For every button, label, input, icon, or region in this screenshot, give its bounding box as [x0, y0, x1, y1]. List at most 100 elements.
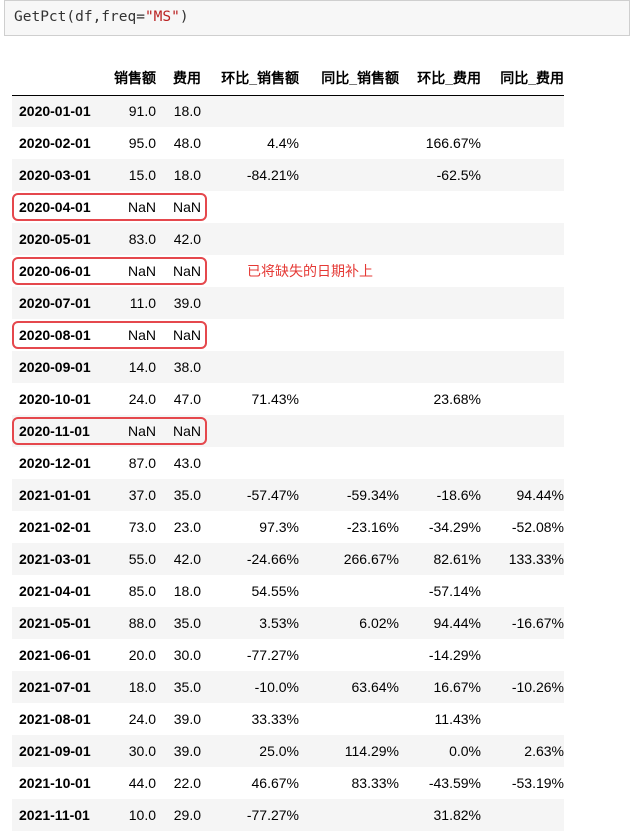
table-cell: 39.0	[173, 711, 201, 727]
table-cell	[299, 639, 399, 671]
column-header: 环比_费用	[399, 61, 481, 96]
table-cell: 63.64%	[351, 679, 399, 695]
table-cell	[299, 319, 399, 351]
table-cell	[299, 287, 399, 319]
table-cell: 29.0	[173, 807, 201, 823]
row-index: 2020-04-01	[19, 199, 91, 215]
table-row: 2021-01-01 37.0 35.0 -57.47% -59.34% -18.6% 94…	[12, 479, 564, 511]
table-row: 2021-07-01 18.0 35.0 -10.0% 63.64% 16.67% -10.…	[12, 671, 564, 703]
table-cell: 35.0	[173, 487, 201, 503]
table-row: 2020-02-01 95.0 48.0 4.4% 166.67%	[12, 127, 564, 159]
table-cell: 31.82%	[433, 807, 481, 823]
row-index: 2021-11-01	[19, 807, 90, 823]
column-header: 环比_销售额	[201, 61, 299, 96]
table-row: 2020-12-01 87.0 43.0	[12, 447, 564, 479]
table-cell: -18.6%	[436, 487, 481, 503]
table-cell	[299, 95, 399, 127]
table-row: 2021-11-01 10.0 29.0 -77.27% 31.82%	[12, 799, 564, 831]
table-cell: 88.0	[128, 615, 156, 631]
table-cell	[481, 159, 564, 191]
table-cell	[481, 351, 564, 383]
table-cell: 55.0	[128, 551, 156, 567]
table-cell: 18.0	[173, 167, 201, 183]
row-index: 2020-05-01	[19, 231, 91, 247]
table-cell: 11.43%	[434, 711, 481, 727]
table-cell: 114.29%	[344, 743, 399, 759]
table-cell: 6.02%	[359, 615, 399, 631]
table-row: 2020-05-01 83.0 42.0	[12, 223, 564, 255]
row-index: 2020-06-01	[19, 263, 91, 279]
table-cell: 2.63%	[524, 743, 564, 759]
table-cell: 91.0	[128, 103, 156, 120]
table-cell: 18.0	[128, 679, 156, 695]
table-row: 2021-08-01 24.0 39.0 33.33% 11.43%	[12, 703, 564, 735]
table-cell: 30.0	[173, 647, 201, 663]
table-cell	[299, 159, 399, 191]
table-cell: 35.0	[173, 615, 201, 631]
table-cell: 35.0	[173, 679, 201, 695]
table-cell	[399, 223, 481, 255]
table-cell: NaN	[127, 327, 156, 343]
table-cell: 0.0%	[449, 743, 481, 759]
table-cell: 266.67%	[343, 551, 399, 567]
table-cell	[481, 319, 564, 351]
table-cell: -23.16%	[346, 519, 399, 535]
table-cell: -52.08%	[511, 519, 564, 535]
table-cell: -16.67%	[511, 615, 564, 631]
table-row: 2021-10-01 44.0 22.0 46.67% 83.33% -43.59% -53…	[12, 767, 564, 799]
table-row: 2021-05-01 88.0 35.0 3.53% 6.02% 94.44% -16.67…	[12, 607, 564, 639]
table-cell	[299, 799, 399, 831]
table-cell: -10.26%	[511, 679, 564, 695]
row-index: 2020-07-01	[19, 295, 91, 311]
table-cell: 85.0	[128, 583, 156, 599]
table-cell: 22.0	[173, 775, 201, 791]
row-index: 2020-11-01	[19, 423, 90, 439]
table-cell	[399, 191, 481, 223]
table-cell	[481, 383, 564, 415]
table-cell: 3.53%	[259, 615, 299, 631]
table-cell: -24.66%	[246, 551, 299, 567]
table-cell	[201, 319, 299, 351]
table-cell: -57.47%	[246, 487, 299, 503]
table-cell	[481, 447, 564, 479]
index-header	[12, 61, 107, 96]
row-index: 2020-09-01	[19, 359, 91, 375]
table-cell	[481, 639, 564, 671]
table-cell	[201, 223, 299, 255]
row-index: 2021-09-01	[19, 743, 91, 759]
header-row: 销售额 费用 环比_销售额 同比_销售额 环比_费用 同比_费用	[12, 61, 564, 96]
table-cell: 83.33%	[351, 775, 399, 791]
table-cell: -10.0%	[254, 679, 299, 695]
table-cell: 46.67%	[251, 775, 299, 791]
table-cell: 14.0	[128, 359, 156, 375]
row-index: 2021-01-01	[19, 487, 91, 503]
code-string-literal: "MS"	[144, 9, 180, 25]
code-cell[interactable]: GetPct(df,freq="MS")	[4, 0, 630, 36]
table-row: 2020-01-01 91.0 18.0	[12, 95, 564, 127]
table-cell: -62.5%	[436, 167, 481, 183]
table-cell: 47.0	[173, 391, 201, 407]
table-row: 2021-06-01 20.0 30.0 -77.27% -14.29%	[12, 639, 564, 671]
table-cell	[481, 415, 564, 447]
table-cell: -77.27%	[246, 647, 299, 663]
table-cell: -77.27%	[246, 807, 299, 823]
row-index: 2020-12-01	[19, 455, 91, 471]
table-cell: 4.4%	[267, 135, 299, 151]
table-cell: 42.0	[173, 231, 201, 247]
table-cell: 37.0	[128, 487, 156, 503]
table-cell	[481, 95, 564, 127]
row-index: 2020-10-01	[19, 391, 91, 407]
table-cell	[299, 127, 399, 159]
table-cell: 38.0	[173, 359, 201, 375]
table-body: 2020-01-01 91.0 18.0 2020-02-01 95.0 48.0 4.4%…	[12, 95, 564, 831]
row-index: 2021-05-01	[19, 615, 91, 631]
table-cell: 44.0	[128, 775, 156, 791]
table-cell	[399, 415, 481, 447]
table-cell: -59.34%	[346, 487, 399, 503]
table-cell: NaN	[127, 199, 156, 215]
table-cell: NaN	[172, 263, 201, 279]
code-suffix: )	[179, 9, 189, 25]
table-cell	[201, 287, 299, 319]
table-row: 2020-11-01 NaN NaN	[12, 415, 564, 447]
table-cell	[481, 223, 564, 255]
